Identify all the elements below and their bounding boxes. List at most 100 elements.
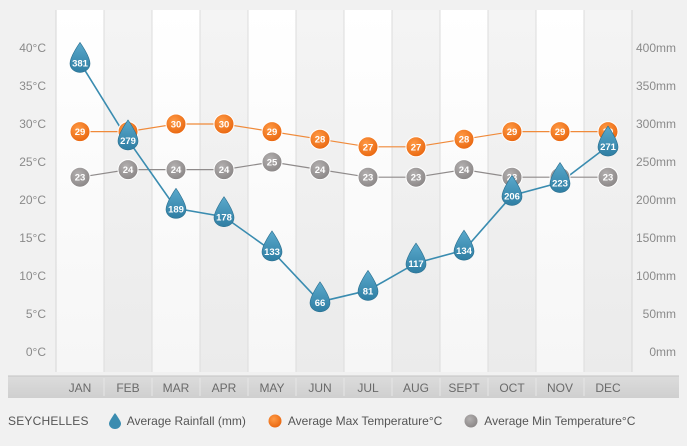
max-temp-value-label: 27 bbox=[363, 142, 374, 153]
month-label: JAN bbox=[69, 381, 92, 395]
max-temp-value-label: 27 bbox=[411, 142, 422, 153]
circle-marker bbox=[69, 166, 91, 188]
max-temp-point: 29 bbox=[501, 121, 523, 143]
rainfall-point: 381 bbox=[69, 41, 91, 73]
legend-item-rainfall: Average Rainfall (mm) bbox=[108, 413, 246, 429]
raindrop-marker bbox=[309, 281, 331, 313]
max-temp-point: 30 bbox=[165, 113, 187, 135]
month-label: NOV bbox=[547, 381, 573, 395]
min-temp-value-label: 23 bbox=[411, 173, 422, 184]
max-temp-point: 29 bbox=[69, 121, 91, 143]
min-temp-point: 24 bbox=[453, 159, 475, 181]
raindrop-marker bbox=[405, 242, 427, 274]
circle-marker bbox=[309, 128, 331, 150]
max-temp-point: 29 bbox=[261, 121, 283, 143]
min-temp-point: 23 bbox=[69, 166, 91, 188]
circle-marker bbox=[165, 159, 187, 181]
y-right-tick-label: 100mm bbox=[636, 269, 676, 283]
max-temp-value-label: 29 bbox=[507, 127, 518, 138]
rainfall-point: 271 bbox=[597, 125, 619, 157]
circle-marker bbox=[357, 166, 379, 188]
circle-marker bbox=[597, 166, 619, 188]
raindrop-icon bbox=[108, 413, 121, 429]
min-temp-point: 23 bbox=[597, 166, 619, 188]
max-temp-point: 27 bbox=[405, 136, 427, 158]
y-left-tick-label: 10°C bbox=[19, 269, 46, 283]
min-temp-value-label: 23 bbox=[75, 173, 86, 184]
column-bg bbox=[344, 10, 392, 372]
legend-title: SEYCHELLES bbox=[8, 414, 89, 428]
min-temp-value-label: 24 bbox=[315, 165, 326, 176]
max-temp-point: 28 bbox=[453, 128, 475, 150]
max-temp-value-label: 28 bbox=[315, 135, 326, 146]
column-bg bbox=[248, 10, 296, 372]
month-label: JUL bbox=[357, 381, 379, 395]
min-temp-value-label: 23 bbox=[603, 173, 614, 184]
y-left-tick-label: 25°C bbox=[19, 155, 46, 169]
max-temp-value-label: 29 bbox=[75, 127, 86, 138]
raindrop-marker bbox=[261, 230, 283, 262]
raindrop-marker bbox=[165, 187, 187, 219]
month-label: OCT bbox=[499, 381, 525, 395]
y-right-tick-label: 0mm bbox=[649, 345, 676, 359]
column-bg bbox=[200, 10, 248, 372]
circle-marker bbox=[213, 159, 235, 181]
month-label: MAY bbox=[259, 381, 284, 395]
rainfall-point: 117 bbox=[405, 242, 427, 274]
min-temp-value-label: 24 bbox=[171, 165, 182, 176]
circle-marker bbox=[453, 128, 475, 150]
rainfall-point: 206 bbox=[501, 174, 523, 206]
rainfall-value-label: 271 bbox=[600, 142, 617, 153]
raindrop-marker bbox=[597, 125, 619, 157]
min-temp-point: 24 bbox=[213, 159, 235, 181]
circle-marker bbox=[453, 159, 475, 181]
max-temp-value-label: 30 bbox=[171, 120, 182, 131]
raindrop-marker bbox=[213, 196, 235, 228]
circle-marker bbox=[213, 113, 235, 135]
raindrop-marker bbox=[453, 229, 475, 261]
rainfall-point: 178 bbox=[213, 196, 235, 228]
min-temp-value-label: 24 bbox=[219, 165, 230, 176]
rainfall-value-label: 178 bbox=[216, 213, 232, 224]
y-left-tick-label: 30°C bbox=[19, 117, 46, 131]
month-label: FEB bbox=[116, 381, 139, 395]
circle-marker bbox=[69, 121, 91, 143]
column-bg bbox=[440, 10, 488, 372]
circle-marker bbox=[261, 151, 283, 173]
rainfall-value-label: 66 bbox=[315, 298, 326, 309]
max-temp-point: 27 bbox=[357, 136, 379, 158]
min-temp-value-label: 24 bbox=[459, 165, 470, 176]
rainfall-value-label: 223 bbox=[552, 179, 568, 190]
y-right-tick-label: 250mm bbox=[636, 155, 676, 169]
min-temp-point: 25 bbox=[261, 151, 283, 173]
max-temp-point: 29 bbox=[549, 121, 571, 143]
max-temp-value-label: 28 bbox=[459, 135, 470, 146]
rainfall-value-label: 189 bbox=[168, 204, 184, 215]
legend-label-min-temp: Average Min Temperature°C bbox=[484, 414, 636, 428]
max-temp-point: 30 bbox=[213, 113, 235, 135]
rainfall-point: 81 bbox=[357, 269, 379, 301]
y-left-tick-label: 0°C bbox=[26, 345, 46, 359]
y-right-tick-label: 200mm bbox=[636, 193, 676, 207]
min-temp-point: 24 bbox=[117, 159, 139, 181]
max-temp-value-label: 29 bbox=[267, 127, 278, 138]
chart-legend: SEYCHELLES Average Rainfall (mm) Average… bbox=[0, 403, 687, 439]
raindrop-marker bbox=[357, 269, 379, 301]
y-right-tick-label: 150mm bbox=[636, 231, 676, 245]
gray-dot-icon bbox=[464, 414, 478, 428]
rainfall-value-label: 117 bbox=[408, 259, 423, 270]
column-bg bbox=[296, 10, 344, 372]
y-left-tick-label: 15°C bbox=[19, 231, 46, 245]
min-temp-value-label: 25 bbox=[267, 158, 278, 169]
circle-marker bbox=[165, 113, 187, 135]
rainfall-point: 279 bbox=[117, 119, 139, 151]
min-temp-point: 24 bbox=[309, 159, 331, 181]
month-label: AUG bbox=[403, 381, 429, 395]
circle-marker bbox=[309, 159, 331, 181]
month-label: MAR bbox=[163, 381, 190, 395]
circle-marker bbox=[405, 166, 427, 188]
min-temp-value-label: 23 bbox=[363, 173, 374, 184]
min-temp-point: 23 bbox=[405, 166, 427, 188]
min-temp-point: 24 bbox=[165, 159, 187, 181]
max-temp-value-label: 29 bbox=[555, 127, 566, 138]
